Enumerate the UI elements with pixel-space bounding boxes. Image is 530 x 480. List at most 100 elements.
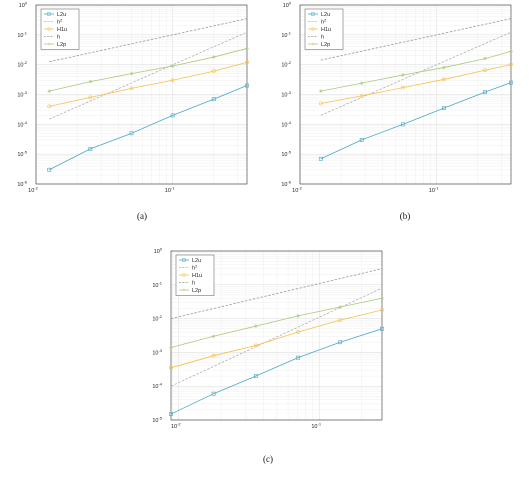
y-tick-label: 10-3	[17, 90, 27, 99]
legend-entry: h	[179, 281, 195, 287]
chart-panel-c: 10-2 10-110-510-410-310-210-1100L2uh2H1uh…	[152, 247, 384, 431]
data-point	[483, 90, 487, 95]
series-l2u	[169, 326, 384, 416]
data-point	[211, 334, 216, 339]
caption-c: (c)	[263, 454, 273, 464]
data-point	[509, 49, 513, 54]
y-tick-exponent: -3	[158, 348, 162, 353]
chart-panel-b: 10-2 10-110-610-510-410-310-210-1100L2uh2…	[281, 1, 513, 194]
marker-stroke	[130, 72, 133, 76]
data-point	[88, 79, 93, 84]
marker-stroke	[212, 55, 216, 59]
data-point	[245, 46, 249, 51]
marker-stroke	[360, 81, 364, 85]
marker-stroke	[338, 305, 342, 309]
y-tick-label: 100	[154, 247, 163, 256]
data-point	[211, 353, 216, 358]
legend-label-exponent: 2	[324, 18, 327, 23]
data-point	[380, 296, 384, 301]
data-point	[296, 355, 300, 360]
marker-stroke	[401, 73, 405, 77]
data-point	[129, 71, 134, 76]
data-point	[509, 80, 513, 85]
caption-b: (b)	[400, 211, 411, 221]
data-point	[211, 97, 216, 102]
y-tick-label: 10-2	[17, 60, 27, 69]
y-tick-exponent: -2	[287, 60, 291, 65]
y-tick-label: 10-3	[281, 90, 291, 99]
legend-marker	[311, 27, 315, 31]
legend-entry: L2u	[44, 12, 66, 18]
y-tick-exponent: -1	[158, 280, 162, 285]
data-point	[442, 65, 446, 70]
data-point	[88, 147, 93, 151]
x-tick-exponent: -2	[298, 186, 302, 191]
y-tick-exponent: -2	[158, 314, 162, 319]
legend-label: H1u	[192, 273, 202, 279]
legend-marker	[311, 12, 315, 16]
y-tick-exponent: 0	[289, 1, 292, 6]
data-point	[47, 104, 52, 109]
y-tick-exponent: -5	[158, 416, 162, 421]
legend-label: L2p	[192, 288, 201, 294]
y-tick-label: 10-3	[152, 348, 162, 357]
marker-stroke	[296, 314, 300, 318]
y-tick-label: 100	[19, 1, 28, 10]
series-line	[49, 85, 248, 171]
legend-entry: H1u	[179, 273, 202, 279]
data-point	[253, 374, 258, 378]
series-l2u	[47, 83, 249, 172]
y-tick-label: 10-4	[281, 120, 291, 129]
y-tick-label: 10-5	[17, 150, 27, 159]
y-tick-exponent: -4	[23, 120, 27, 125]
y-tick-exponent: -4	[158, 382, 162, 387]
data-point	[483, 56, 487, 61]
legend-entry: L2u	[308, 12, 330, 18]
data-point	[211, 391, 216, 396]
series-line	[320, 31, 512, 116]
y-tick-label: 100	[283, 1, 292, 10]
series-l2p	[169, 296, 384, 350]
series-line	[49, 31, 248, 120]
data-point	[400, 122, 405, 127]
legend-entry: h2	[44, 18, 63, 26]
axes-frame	[299, 4, 512, 185]
data-point	[359, 138, 364, 142]
y-tick-exponent: -3	[287, 90, 291, 95]
legend-label: h2	[321, 18, 327, 26]
legend-label: h	[57, 35, 60, 41]
y-tick-label: 10-1	[17, 30, 27, 39]
data-point	[129, 131, 134, 136]
series-line	[49, 48, 248, 92]
y-tick-label: 10-4	[17, 120, 27, 129]
y-tick-exponent: -4	[287, 120, 291, 125]
data-point	[318, 101, 323, 106]
data-point	[170, 64, 175, 68]
series-line	[170, 287, 383, 387]
legend-marker	[182, 273, 186, 277]
series-line	[49, 18, 248, 63]
x-tick-exponent: -1	[435, 186, 439, 191]
legend-label: L2u	[192, 258, 201, 264]
data-point	[169, 345, 173, 350]
y-tick-exponent: -3	[23, 90, 27, 95]
axes-frame	[170, 250, 383, 421]
marker-stroke	[212, 334, 216, 338]
legend-entry: L2p	[308, 42, 330, 48]
legend-entry: L2p	[44, 42, 66, 48]
x-tick-label: 10-1	[311, 422, 321, 431]
legend-label: h	[321, 35, 324, 41]
y-tick-label: 10-2	[281, 60, 291, 69]
y-tick-exponent: -6	[23, 180, 27, 185]
legend-entry: H1u	[44, 27, 67, 33]
y-tick-label: 10-2	[152, 314, 162, 323]
legend-entry: L2p	[179, 288, 201, 294]
marker-stroke	[509, 49, 513, 53]
x-tick-exponent: -1	[171, 186, 175, 191]
legend-label: h	[192, 281, 195, 287]
data-point	[483, 68, 487, 73]
data-point	[338, 305, 342, 309]
